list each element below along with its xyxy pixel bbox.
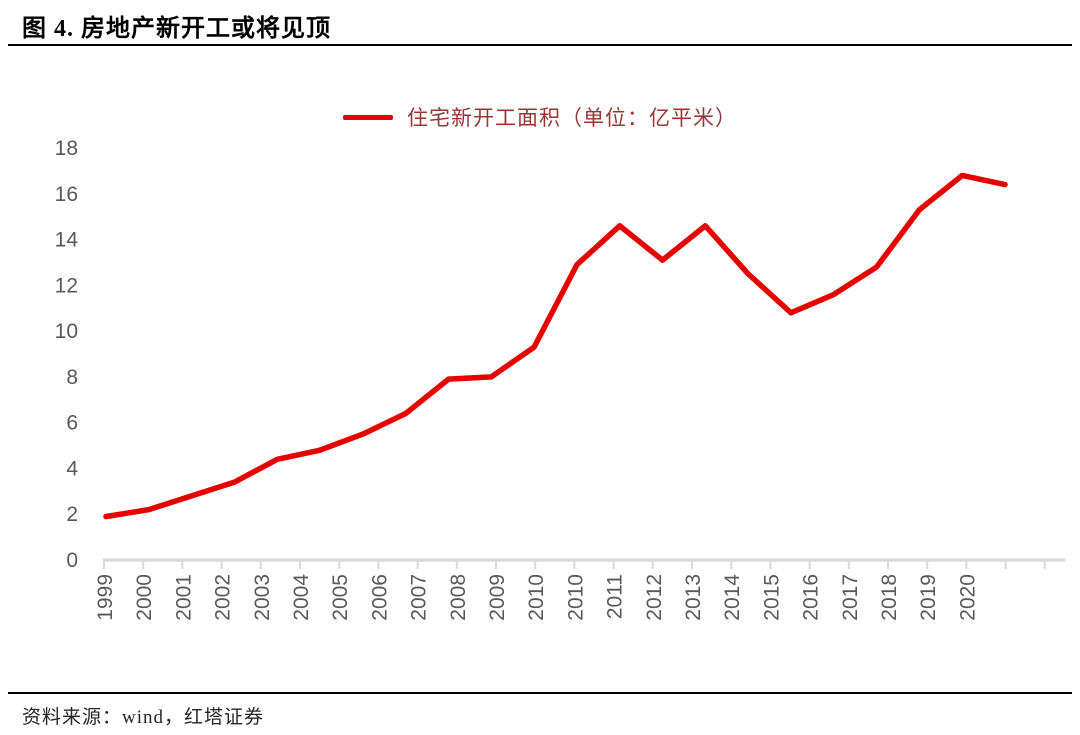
x-axis-tick-label: 2020: [956, 574, 979, 621]
x-axis-tick-label: 2006: [368, 574, 391, 621]
x-axis-tick-label: 2017: [839, 574, 862, 621]
x-axis-tick-label: 2014: [721, 574, 744, 621]
y-axis-tick-label: 4: [66, 457, 78, 480]
y-axis-tick-label: 8: [66, 366, 78, 389]
y-axis-tick-label: 18: [55, 137, 78, 160]
x-axis-tick-label: 2018: [878, 574, 901, 621]
title-divider: [8, 44, 1072, 46]
y-axis-tick-label: 2: [66, 503, 78, 526]
y-axis-tick-label: 6: [66, 412, 78, 435]
x-axis-tick-label: 2013: [682, 574, 705, 621]
x-axis-tick-label: 2005: [329, 574, 352, 621]
x-axis-tick-label: 2012: [643, 574, 666, 621]
x-axis-tick-label: 2015: [760, 574, 783, 621]
x-axis-tick-label: 2002: [212, 574, 235, 621]
source-text: 资料来源：wind，红塔证券: [22, 707, 265, 728]
y-axis-tick-label: 16: [55, 183, 78, 206]
x-axis-tick-label: 1999: [94, 574, 117, 621]
y-axis-tick-label: 12: [55, 274, 78, 297]
series-line: [103, 172, 1008, 520]
x-axis-tick-label: 2001: [172, 574, 195, 621]
legend-label: 住宅新开工面积（单位：亿平米）: [407, 107, 737, 130]
figure-title: 图 4. 房地产新开工或将见顶: [22, 16, 331, 42]
x-axis-tick-label: 2007: [408, 574, 431, 621]
x-axis-tick-label: 2009: [486, 574, 509, 621]
legend-line-swatch: [343, 114, 393, 120]
x-axis-tick-label: 2010: [525, 574, 548, 621]
x-axis-tick-label: 2004: [290, 574, 313, 621]
footer-divider: [8, 692, 1072, 694]
chart-legend: 住宅新开工面积（单位：亿平米）: [0, 102, 1080, 132]
x-axis-tick-label: 2008: [447, 574, 470, 621]
y-axis-tick-label: 14: [55, 229, 79, 252]
y-axis-tick-label: 10: [55, 320, 78, 343]
line-chart-plot: 0 2 4 6 8 10 12 14 16 18 1999 2000 2001 2002 2003 2004 2…: [55, 137, 1065, 621]
x-axis-tick-label: 2000: [133, 574, 156, 621]
x-axis-tick-label: 2016: [800, 574, 823, 621]
x-axis-tick-label: 2003: [251, 574, 274, 621]
x-axis-tick-label: 2010: [564, 574, 587, 621]
x-axis-tick-label: 2011: [604, 574, 627, 619]
x-axis-tick-label: 2019: [917, 574, 940, 621]
y-axis-tick-label: 0: [66, 549, 78, 572]
